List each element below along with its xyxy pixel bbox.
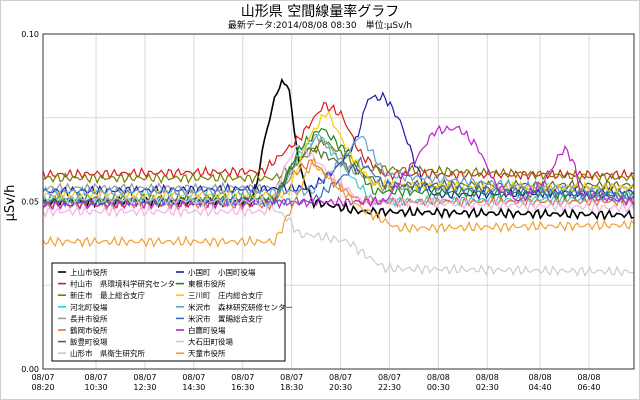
legend-label: 白鷹町役場	[188, 325, 226, 335]
legend-label: 米沢市 置賜総合支庁	[188, 313, 263, 323]
series-line	[42, 156, 635, 249]
x-tick-label-time: 08:20	[31, 383, 54, 392]
legend-label: 新庄市 最上総合支庁	[70, 290, 145, 300]
y-axis-ticks: 0.00 0.05 0.10	[21, 30, 39, 374]
plot-border	[42, 33, 635, 370]
x-tick-label-date: 08/07	[133, 373, 156, 382]
y-tick-label: 0.00	[21, 365, 39, 374]
x-tick-label-date: 08/08	[577, 373, 600, 382]
x-tick-label-date: 08/07	[85, 373, 108, 382]
legend-label: 天童市役所	[188, 348, 226, 358]
legend-box	[51, 262, 286, 362]
legend-label: 上山市役所	[70, 267, 108, 277]
series-layer	[42, 77, 635, 277]
legend-label: 鶴岡市役所	[70, 325, 108, 335]
x-tick-label-date: 08/07	[31, 373, 54, 382]
x-tick-label-date: 08/07	[378, 373, 401, 382]
series-line	[42, 142, 635, 218]
legend-label: 米沢市 森林研究研修センター	[188, 302, 293, 312]
x-tick-label-date: 08/08	[529, 373, 552, 382]
chart-subtitle: 最新データ:2014/08/08 08:30 単位:μSv/h	[227, 21, 413, 31]
x-tick-label-time: 00:30	[427, 383, 450, 392]
x-tick-label-time: 18:30	[280, 383, 303, 392]
y-tick-label: 0.05	[21, 198, 39, 207]
x-tick-label-date: 08/08	[476, 373, 499, 382]
x-tick-label-time: 22:30	[378, 383, 401, 392]
legend-label: 三川町 庄内総合支庁	[188, 290, 263, 300]
legend-label: 飯豊町役場	[70, 337, 108, 347]
legend-label: 河北町役場	[70, 302, 108, 312]
x-axis-ticks: 08/0708:2008/0710:3008/0712:3008/0714:30…	[31, 373, 600, 392]
x-tick-label-time: 10:30	[85, 383, 108, 392]
x-tick-label-time: 12:30	[133, 383, 156, 392]
x-tick-label-date: 08/07	[280, 373, 303, 382]
legend-label: 東根市役所	[188, 279, 226, 289]
series-line	[42, 135, 635, 201]
x-tick-label-time: 02:30	[476, 383, 499, 392]
legend-label: 小国町 小国町役場	[188, 267, 256, 277]
x-tick-label-time: 04:40	[529, 383, 552, 392]
legend-label: 大石田町役場	[188, 337, 233, 347]
series-line	[42, 193, 635, 277]
legend-label: 長井市役所	[70, 313, 108, 323]
x-tick-label-date: 08/07	[231, 373, 254, 382]
chart-title: 山形県 空間線量率グラフ	[240, 4, 400, 20]
x-tick-label-time: 14:30	[182, 383, 205, 392]
y-tick-label: 0.10	[21, 30, 39, 39]
x-tick-label-time: 20:30	[329, 383, 352, 392]
y-axis-label: μSv/h	[3, 185, 18, 222]
legend-label: 山形市 県衛生研究所	[70, 348, 145, 358]
series-line	[42, 102, 635, 182]
x-tick-label-time: 16:30	[231, 383, 254, 392]
legend-label: 村山市 県環境科学研究センター	[70, 279, 183, 289]
x-tick-label-time: 06:40	[577, 383, 600, 392]
series-line	[42, 125, 635, 211]
x-tick-label-date: 08/08	[427, 373, 450, 382]
x-tick-label-date: 08/07	[182, 373, 205, 382]
x-tick-label-date: 08/07	[329, 373, 352, 382]
